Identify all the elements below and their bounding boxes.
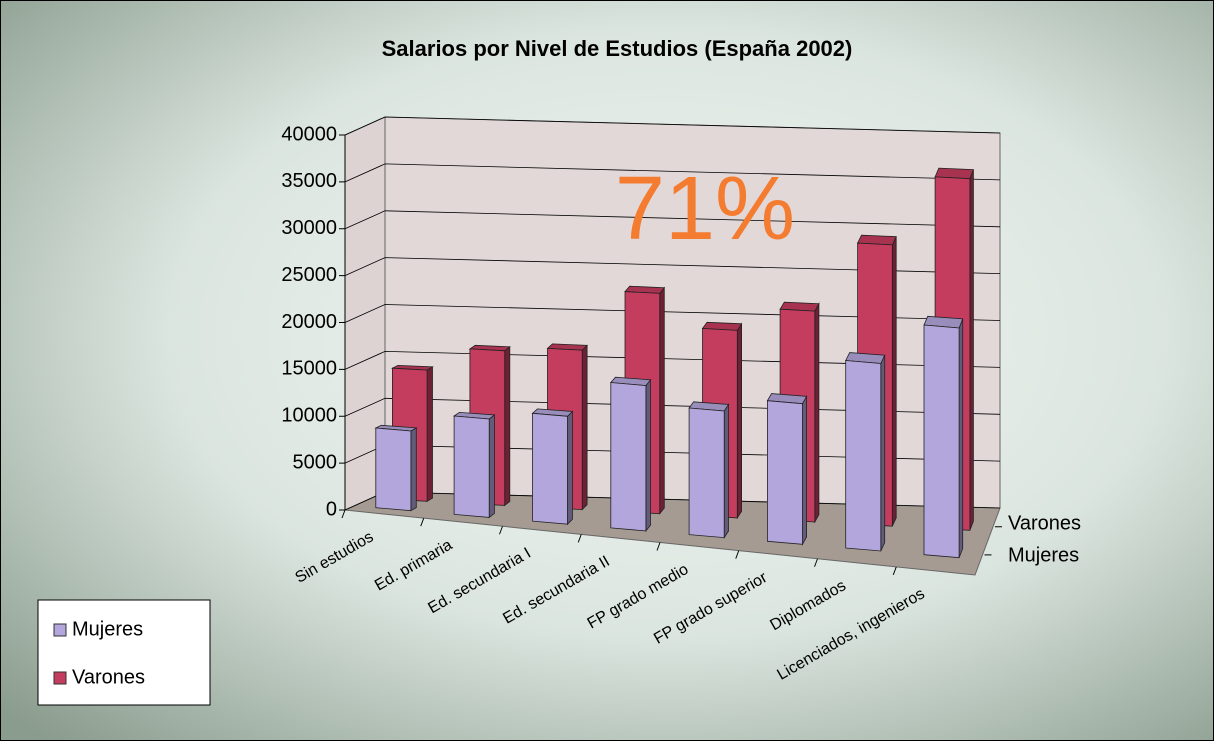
y-tick-label: 10000 [281, 405, 337, 427]
x-tick [341, 509, 346, 519]
y-tick-label: 5000 [293, 451, 338, 473]
bar [688, 401, 730, 539]
bar-side [969, 169, 974, 531]
x-tick [420, 517, 425, 527]
bar-side [814, 302, 820, 524]
y-tick-label: 40000 [281, 123, 337, 145]
bar-side [504, 345, 511, 507]
x-tick [735, 550, 740, 559]
grid-line [344, 257, 1001, 276]
bar-front [610, 382, 647, 532]
bar-front [767, 400, 803, 545]
bar-side [659, 286, 665, 515]
bar [845, 352, 886, 552]
bar-front [532, 412, 568, 525]
bar-side [426, 366, 433, 502]
x-tick [892, 566, 897, 576]
bar-side [488, 414, 495, 519]
legend-box [37, 599, 211, 706]
bar [452, 411, 496, 519]
bar-side [410, 427, 417, 512]
bar-side [645, 378, 651, 533]
annotation: 71% [615, 159, 795, 259]
chart-title: Salarios por Nivel de Estudios (España 2… [382, 36, 853, 61]
legend-swatch [53, 671, 67, 685]
bar-side [958, 318, 964, 558]
x-tick [577, 534, 582, 543]
y-tick-label: 15000 [281, 358, 337, 380]
x-tick [656, 542, 661, 551]
bar [374, 424, 418, 512]
depth-label: Mujeres [1008, 544, 1079, 566]
depth-label: Varones [1008, 512, 1081, 534]
bar-side [736, 322, 742, 520]
legend-label: Varones [72, 666, 145, 688]
y-tick-label: 20000 [281, 311, 337, 333]
grid-line [344, 210, 1001, 230]
bar-side [880, 355, 886, 552]
bar-side [802, 394, 807, 546]
x-tick [814, 558, 818, 567]
y-tick-label: 35000 [281, 170, 337, 192]
bar [766, 393, 808, 546]
x-tick [499, 526, 503, 535]
legend-label: Mujeres [72, 618, 143, 640]
bar-side [891, 236, 897, 527]
bar-front [923, 324, 960, 559]
bar-front [375, 427, 412, 512]
bar [531, 408, 574, 526]
plot: 0 5000 10000 15000 20000 25000 30000 35000 40000… [281, 116, 1001, 684]
grid-line [344, 116, 1001, 136]
bar-front [845, 360, 882, 552]
y-tick-label: 0 [326, 498, 337, 520]
bar-side [581, 344, 588, 511]
bar-side [567, 410, 573, 526]
grid-line [344, 163, 1001, 183]
bar-front [453, 415, 490, 518]
bar-side [723, 403, 729, 539]
bar-front [688, 407, 725, 539]
y-tick-label: 25000 [281, 264, 337, 286]
bar [609, 376, 652, 533]
legend-swatch [53, 623, 67, 637]
bar [923, 315, 964, 559]
y-tick-label: 30000 [281, 217, 337, 239]
